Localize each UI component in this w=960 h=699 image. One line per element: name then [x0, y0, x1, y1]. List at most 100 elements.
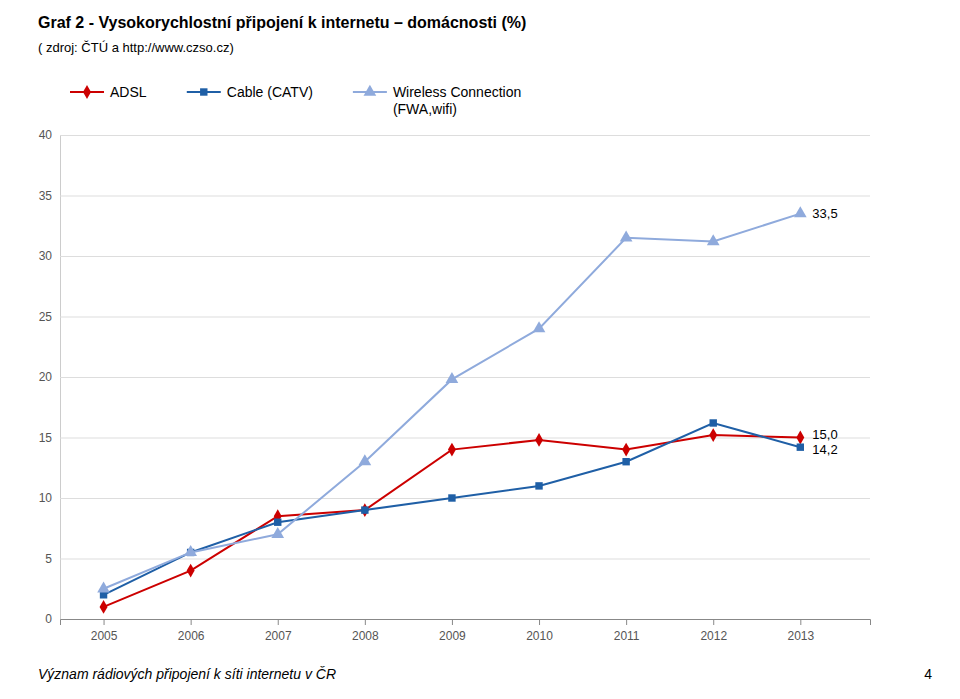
tick-mark	[278, 619, 279, 625]
series-point	[709, 428, 717, 442]
series-point	[361, 503, 369, 517]
x-tick-label: 2007	[265, 629, 292, 643]
end-label: 14,2	[812, 442, 837, 457]
grid-line	[60, 377, 870, 378]
x-tick-label: 2009	[439, 629, 466, 643]
series-point	[622, 458, 629, 465]
series-point	[797, 443, 804, 450]
page-number: 4	[924, 666, 932, 682]
x-tick: 2007	[265, 619, 292, 643]
legend-marker	[364, 85, 377, 96]
series-point	[796, 431, 804, 445]
series-point	[533, 321, 546, 332]
y-tick: 25	[39, 310, 870, 324]
series-line	[104, 435, 801, 607]
grid-line	[60, 498, 870, 499]
y-tick-label: 35	[39, 189, 53, 203]
series-point	[274, 518, 281, 525]
x-tick: 2008	[352, 619, 379, 643]
y-tick-label: 40	[39, 128, 53, 142]
series-point	[361, 506, 368, 513]
tick-mark	[539, 619, 540, 625]
series-point	[448, 494, 455, 501]
x-tick: 2005	[91, 619, 118, 643]
y-tick-label: 25	[39, 310, 53, 324]
y-tick: 30	[39, 249, 870, 263]
grid-line	[60, 317, 870, 318]
x-tick: 2010	[526, 619, 553, 643]
series-point	[620, 231, 633, 242]
y-axis-line	[61, 136, 871, 620]
x-tick-label: 2013	[787, 629, 814, 643]
grid-line	[60, 559, 870, 560]
series-point	[100, 600, 108, 614]
legend-label: ADSL	[110, 84, 147, 100]
legend-item: Cable (CATV)	[187, 84, 313, 100]
plot: 0 5 10 15 20 25 30 35 40 2005 2006 2007 2008 2009 2010…	[39, 128, 871, 642]
tick-mark	[713, 619, 714, 625]
legend-item: Wireless Connection(FWA,wifi)	[353, 84, 521, 117]
series-line	[104, 423, 801, 595]
tick-mark	[104, 619, 105, 625]
series-point	[535, 482, 542, 489]
series-point	[622, 443, 630, 457]
x-axis: 2005 2006 2007 2008 2009 2010 2011 2012 2013	[61, 619, 871, 643]
tick-mark	[626, 619, 627, 625]
series-group	[97, 206, 806, 613]
legend-marker	[83, 85, 91, 99]
grid-line	[60, 256, 870, 257]
legend-label: Wireless Connection(FWA,wifi)	[393, 84, 521, 117]
grid-line	[60, 135, 870, 136]
series-point	[794, 206, 807, 217]
series-line	[104, 214, 801, 589]
y-tick-label: 5	[45, 552, 52, 566]
series-point	[535, 433, 543, 447]
legend-label: Cable (CATV)	[227, 84, 313, 100]
tick-mark	[191, 619, 192, 625]
y-tick: 35	[39, 189, 870, 203]
y-tick-label: 30	[39, 249, 53, 263]
x-tick-label: 2005	[91, 629, 118, 643]
grid-line	[60, 196, 870, 197]
y-axis: 0 5 10 15 20 25 30 35 40	[39, 128, 870, 626]
legend-item: ADSL	[70, 84, 147, 100]
title: Graf 2 - Vysokorychlostní připojení k in…	[38, 14, 526, 31]
x-tick-label: 2012	[700, 629, 727, 643]
series-point	[448, 443, 456, 457]
x-tick-label: 2008	[352, 629, 379, 643]
series-point	[358, 454, 371, 465]
grid-line	[60, 438, 870, 439]
series-point	[184, 545, 197, 556]
x-tick: 2012	[700, 619, 727, 643]
y-tick: 20	[39, 370, 870, 384]
series-point	[97, 581, 110, 592]
legend-marker	[200, 88, 207, 95]
series-point	[187, 564, 195, 578]
y-tick-label: 20	[39, 370, 53, 384]
x-tick: 2006	[178, 619, 205, 643]
series-point	[446, 372, 459, 383]
tick-mark	[800, 619, 801, 625]
x-tick: 2009	[439, 619, 466, 643]
series-point	[271, 527, 284, 538]
x-tick-label: 2006	[178, 629, 205, 643]
x-tick: 2011	[614, 619, 640, 643]
y-tick: 40	[39, 128, 870, 142]
tick-mark	[365, 619, 366, 625]
x-axis-line	[61, 620, 871, 626]
subtitle: ( zdroj: ČTÚ a http://www.czso.cz)	[38, 40, 234, 55]
x-tick-label: 2010	[526, 629, 553, 643]
y-tick-label: 0	[45, 612, 52, 626]
y-tick-label: 15	[39, 431, 53, 445]
y-tick-label: 10	[39, 491, 53, 505]
legend: ADSL Cable (CATV) Wireless Connection(FWA,…	[70, 84, 521, 117]
end-label: 15,0	[812, 427, 837, 442]
footer: Význam rádiových připojení k síti intern…	[38, 666, 336, 682]
y-tick: 0	[45, 612, 870, 626]
y-tick: 15	[39, 431, 870, 445]
end-label: 33,5	[812, 206, 837, 221]
y-tick: 10	[39, 491, 870, 505]
x-tick: 2013	[787, 619, 814, 643]
chart: Graf 2 - Vysokorychlostní připojení k in…	[0, 0, 960, 699]
series-point	[707, 234, 720, 245]
